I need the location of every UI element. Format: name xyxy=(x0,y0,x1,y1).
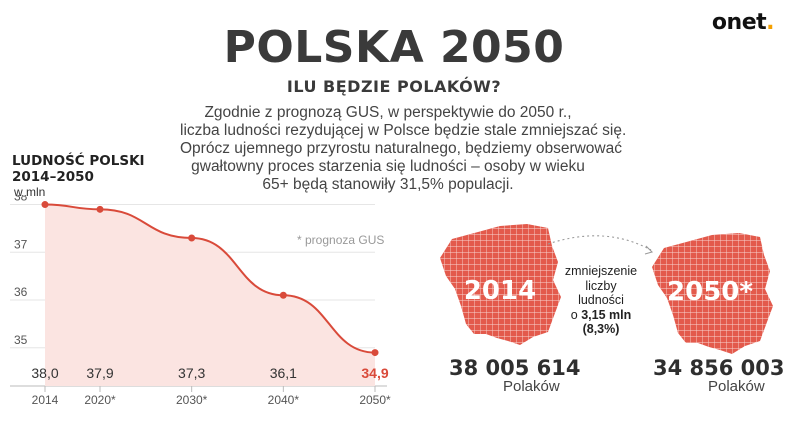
decrease-amount-line: o 3,15 mln xyxy=(563,308,639,323)
data-point xyxy=(41,201,49,209)
data-value-label: 37,9 xyxy=(86,365,113,381)
data-point xyxy=(371,349,379,357)
chart-unit-label: w mln xyxy=(14,185,46,199)
x-tick-label: 2030* xyxy=(176,393,208,407)
data-point xyxy=(188,234,196,242)
data-value-label: 34,9 xyxy=(361,365,388,381)
arrow-head-icon xyxy=(644,245,654,255)
poland-shape-2014 xyxy=(440,224,561,345)
population-2050-value: 34 856 003 xyxy=(653,356,785,380)
data-point xyxy=(279,291,287,299)
y-tick-label: 35 xyxy=(14,333,28,347)
chart-area-fill xyxy=(45,204,375,386)
decrease-line: zmniejszenie xyxy=(564,264,638,278)
x-tick-label: 2040* xyxy=(268,393,300,407)
intro-line: 65+ będą stanowiły 31,5% populacji. xyxy=(262,176,514,193)
poland-map-2050: 2050* xyxy=(652,233,773,354)
population-chart: 38 37 36 35 2014 2020* 2030* 2040* 2050* 38,0 37… xyxy=(10,195,391,407)
arrow-curve xyxy=(547,235,652,251)
population-2014-value: 38 005 614 xyxy=(449,356,581,380)
x-tick-label: 2014 xyxy=(32,393,59,407)
intro-line: Zgodnie z prognozą GUS, w perspektywie d… xyxy=(204,104,572,121)
data-value-label: 38,0 xyxy=(31,365,58,381)
data-value-label: 36,1 xyxy=(270,365,297,381)
intro-line: liczba ludności rezydującej w Polsce będ… xyxy=(180,122,627,139)
y-tick-label: 37 xyxy=(14,237,28,251)
x-tick-label: 2050* xyxy=(359,393,391,407)
chart-footnote: * prognoza GUS xyxy=(297,233,384,247)
logo-text: onet xyxy=(711,10,767,35)
decrease-line: liczby xyxy=(585,278,617,293)
decrease-prefix: o xyxy=(570,307,578,322)
intro-line: gwałtowny proces starzenia się ludności … xyxy=(191,158,585,175)
decrease-line: ludności xyxy=(578,293,624,307)
population-2014-unit: Polaków xyxy=(503,378,560,395)
poland-shape-2050 xyxy=(652,233,773,354)
logo-dot: . xyxy=(766,10,774,35)
data-value-label: 37,3 xyxy=(178,365,205,381)
page-subtitle: ILU BĘDZIE POLAKÓW? xyxy=(286,77,502,96)
onet-logo[interactable]: onet. xyxy=(711,10,775,35)
map-label-2050: 2050* xyxy=(667,277,753,307)
chart-title: LUDNOŚĆ POLSKI 2014–2050 xyxy=(12,153,145,185)
decrease-amount: 3,15 mln xyxy=(581,307,632,322)
poland-map-2014: 2014 xyxy=(440,224,561,345)
page-title: POLSKA 2050 xyxy=(223,22,565,73)
population-2050-unit: Polaków xyxy=(708,378,765,395)
chart-title-line: 2014–2050 xyxy=(12,169,94,185)
intro-text: Zgodnie z prognozą GUS, w perspektywie d… xyxy=(180,104,627,194)
y-tick-label: 38 xyxy=(14,195,28,204)
map-label-2014: 2014 xyxy=(464,276,536,306)
intro-line: Oprócz ujemnego przyrostu naturalnego, b… xyxy=(180,140,622,157)
decrease-percent: (8,3%) xyxy=(582,322,620,336)
chart-title-line: LUDNOŚĆ POLSKI xyxy=(12,153,145,169)
data-point xyxy=(96,205,104,213)
x-tick-label: 2020* xyxy=(84,393,116,407)
y-tick-label: 36 xyxy=(14,285,28,299)
decrease-note: zmniejszenie liczby ludności o 3,15 mln … xyxy=(563,264,639,337)
